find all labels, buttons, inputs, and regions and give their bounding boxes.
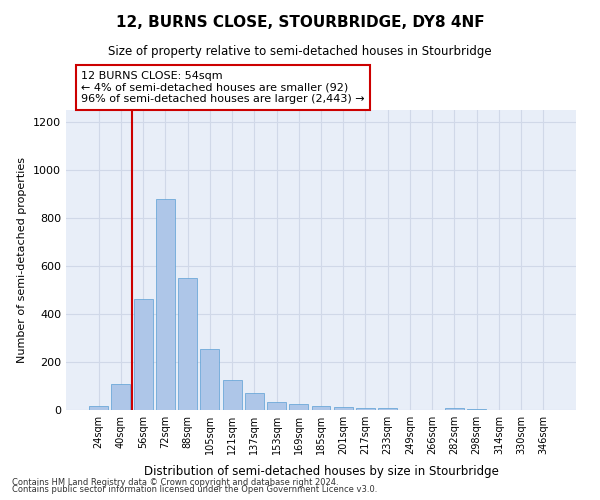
Text: Contains HM Land Registry data © Crown copyright and database right 2024.: Contains HM Land Registry data © Crown c…: [12, 478, 338, 487]
Bar: [156, 200, 175, 410]
X-axis label: Distribution of semi-detached houses by size in Stourbridge: Distribution of semi-detached houses by …: [143, 466, 499, 478]
Bar: [467, 409, 486, 410]
Bar: [112, 384, 130, 410]
Text: Contains public sector information licensed under the Open Government Licence v3: Contains public sector information licen…: [12, 486, 377, 494]
Text: Size of property relative to semi-detached houses in Stourbridge: Size of property relative to semi-detach…: [108, 45, 492, 58]
Bar: [356, 408, 375, 410]
Y-axis label: Number of semi-detached properties: Number of semi-detached properties: [17, 157, 28, 363]
Bar: [445, 408, 464, 410]
Bar: [178, 278, 197, 410]
Text: 12, BURNS CLOSE, STOURBRIDGE, DY8 4NF: 12, BURNS CLOSE, STOURBRIDGE, DY8 4NF: [116, 15, 484, 30]
Text: 12 BURNS CLOSE: 54sqm
← 4% of semi-detached houses are smaller (92)
96% of semi-: 12 BURNS CLOSE: 54sqm ← 4% of semi-detac…: [82, 71, 365, 104]
Bar: [200, 349, 219, 410]
Bar: [223, 380, 242, 410]
Bar: [245, 393, 264, 410]
Bar: [289, 404, 308, 410]
Bar: [334, 407, 353, 410]
Bar: [378, 408, 397, 410]
Bar: [134, 299, 152, 410]
Bar: [267, 402, 286, 410]
Bar: [311, 406, 331, 410]
Bar: [89, 406, 108, 410]
